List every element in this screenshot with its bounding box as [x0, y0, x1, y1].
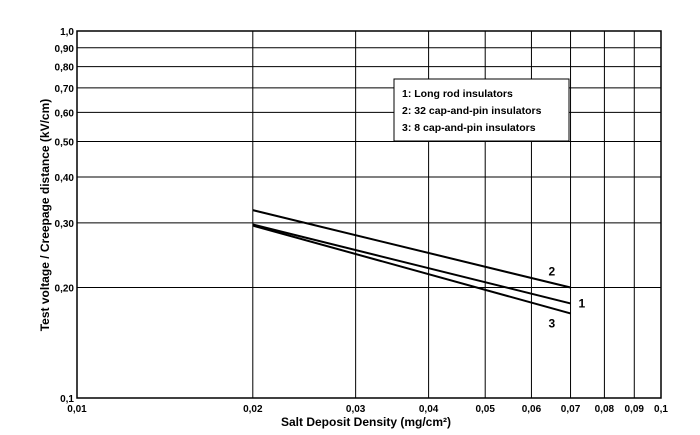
- legend: 1: Long rod insulators 2: 32 cap-and-pin…: [393, 78, 570, 142]
- y-tick-label: 0,60: [55, 108, 75, 119]
- series-line-1: [252, 223, 571, 305]
- y-tick-label: 0,20: [55, 284, 75, 295]
- grid: [76, 30, 662, 399]
- y-tick-label: 0,80: [55, 63, 75, 74]
- legend-entry-1: 1: Long rod insulators: [402, 88, 513, 100]
- x-tick-label: 0,05: [475, 404, 495, 415]
- y-tick-label: 1,0: [60, 27, 74, 38]
- y-tick-label: 0,40: [55, 173, 75, 184]
- x-tick-label: 0,1: [654, 404, 668, 415]
- legend-entry-2: 2: 32 cap-and-pin insulators: [402, 105, 542, 117]
- x-tick-label: 0,03: [346, 404, 366, 415]
- x-tick-label: 0,06: [522, 404, 542, 415]
- legend-box: [393, 78, 570, 142]
- series-line-3: [252, 224, 571, 315]
- y-tick-label: 0,90: [55, 44, 75, 55]
- y-tick-label: 0,70: [55, 84, 75, 95]
- series-labels: 1 2 3: [549, 265, 586, 331]
- series-lines: [252, 209, 571, 315]
- x-tick-labels: 0,01 0,02 0,03 0,04 0,05 0,06 0,07 0,08 0,09 0,1: [67, 404, 668, 415]
- x-tick-label: 0,08: [595, 404, 615, 415]
- x-tick-label: 0,07: [561, 404, 581, 415]
- y-tick-label: 0,1: [60, 394, 74, 405]
- legend-entry-3: 3: 8 cap-and-pin insulators: [402, 122, 536, 134]
- series-label-3: 3: [549, 316, 556, 330]
- x-axis-title: Salt Deposit Density (mg/cm²): [281, 415, 451, 429]
- x-tick-label: 0,01: [67, 404, 87, 415]
- series-line-2: [252, 209, 571, 289]
- series-label-2: 2: [549, 265, 556, 279]
- x-tick-label: 0,09: [625, 404, 645, 415]
- series-label-1: 1: [579, 296, 586, 310]
- y-tick-label: 0,30: [55, 219, 75, 230]
- plot-frame: [76, 30, 662, 399]
- y-tick-labels: 0,1 0,20 0,30 0,40 0,50 0,60 0,70 0,80 0,90 1,0: [55, 27, 75, 405]
- x-tick-label: 0,04: [419, 404, 439, 415]
- y-tick-label: 0,50: [55, 137, 75, 148]
- x-tick-label: 0,02: [243, 404, 263, 415]
- y-axis-title: Test voltage / Creepage distance (kV/cm): [38, 99, 52, 332]
